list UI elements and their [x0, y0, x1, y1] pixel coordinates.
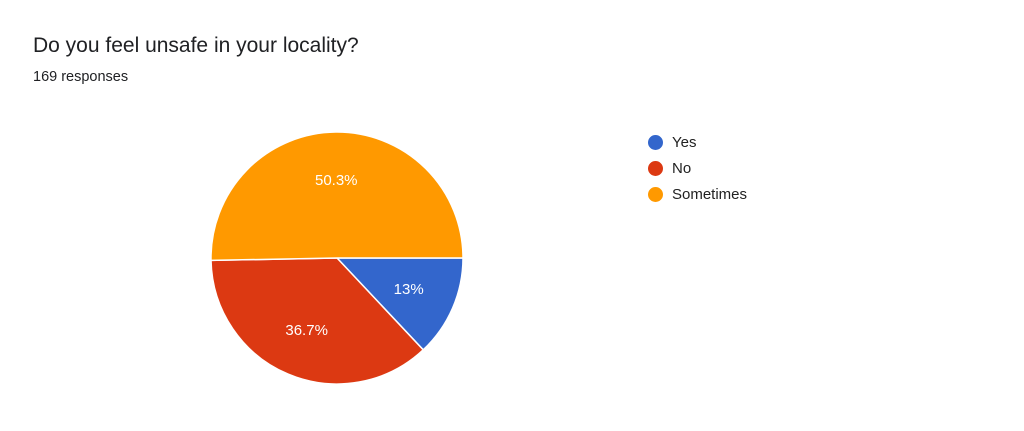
- legend-label: Yes: [672, 133, 697, 151]
- pie-slice-yes[interactable]: [335, 257, 464, 351]
- legend-label: No: [672, 159, 692, 177]
- pie-slice-no[interactable]: [210, 257, 425, 385]
- legend-swatch-no: [648, 160, 663, 176]
- legend-item-no[interactable]: No: [648, 155, 747, 181]
- chart-title: Do you feel unsafe in your locality?: [33, 34, 359, 57]
- legend: Yes No Sometimes: [648, 129, 747, 207]
- legend-swatch-sometimes: [648, 186, 663, 202]
- legend-item-sometimes[interactable]: Sometimes: [648, 181, 747, 207]
- legend-swatch-yes: [648, 134, 663, 150]
- legend-label: Sometimes: [672, 185, 748, 203]
- slice-label: 36.7%: [285, 322, 328, 339]
- pie-slice-sometimes[interactable]: [210, 131, 464, 262]
- slice-label: 50.3%: [315, 172, 358, 189]
- response-count: 169 responses: [33, 69, 129, 85]
- slice-label: 13%: [394, 281, 424, 298]
- legend-item-yes[interactable]: Yes: [648, 129, 747, 155]
